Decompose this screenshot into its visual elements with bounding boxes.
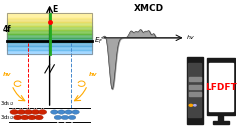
Circle shape	[31, 110, 40, 114]
Text: 3d$_{3/2}$: 3d$_{3/2}$	[0, 113, 14, 122]
Bar	[7, 46, 92, 50]
Circle shape	[65, 110, 72, 114]
Circle shape	[189, 104, 192, 106]
Bar	[188, 63, 201, 117]
Circle shape	[35, 115, 43, 120]
Circle shape	[54, 115, 62, 120]
Bar	[7, 14, 92, 18]
Text: hv: hv	[187, 35, 194, 40]
Circle shape	[72, 110, 79, 114]
Text: E$_F$: E$_F$	[95, 35, 104, 46]
Bar	[189, 92, 201, 96]
Bar	[7, 18, 92, 22]
Bar	[218, 113, 223, 122]
Bar	[213, 121, 229, 124]
Bar	[7, 22, 92, 26]
Circle shape	[38, 110, 47, 114]
Circle shape	[61, 115, 69, 120]
Circle shape	[13, 115, 22, 120]
Text: hv: hv	[2, 72, 11, 77]
Bar	[7, 30, 92, 34]
Circle shape	[28, 115, 36, 120]
Circle shape	[10, 110, 18, 114]
Circle shape	[51, 110, 58, 114]
Bar	[7, 26, 92, 30]
Circle shape	[24, 110, 33, 114]
Circle shape	[21, 115, 29, 120]
Circle shape	[68, 115, 76, 120]
Bar	[187, 57, 203, 124]
Bar	[189, 85, 201, 89]
Text: 4f: 4f	[2, 25, 11, 34]
Bar	[7, 50, 92, 54]
Bar	[209, 63, 233, 111]
Circle shape	[58, 110, 65, 114]
Text: LFDFT: LFDFT	[205, 83, 237, 92]
Bar	[7, 38, 92, 42]
Bar	[189, 77, 201, 81]
Text: XMCD: XMCD	[134, 4, 164, 13]
Bar	[7, 42, 92, 46]
Bar	[207, 58, 235, 115]
Text: E: E	[52, 5, 57, 14]
Text: 3d$_{5/2}$: 3d$_{5/2}$	[0, 100, 14, 108]
Bar	[7, 34, 92, 38]
Circle shape	[17, 110, 25, 114]
Text: hv: hv	[89, 72, 97, 77]
Bar	[7, 14, 92, 54]
Circle shape	[194, 105, 196, 106]
